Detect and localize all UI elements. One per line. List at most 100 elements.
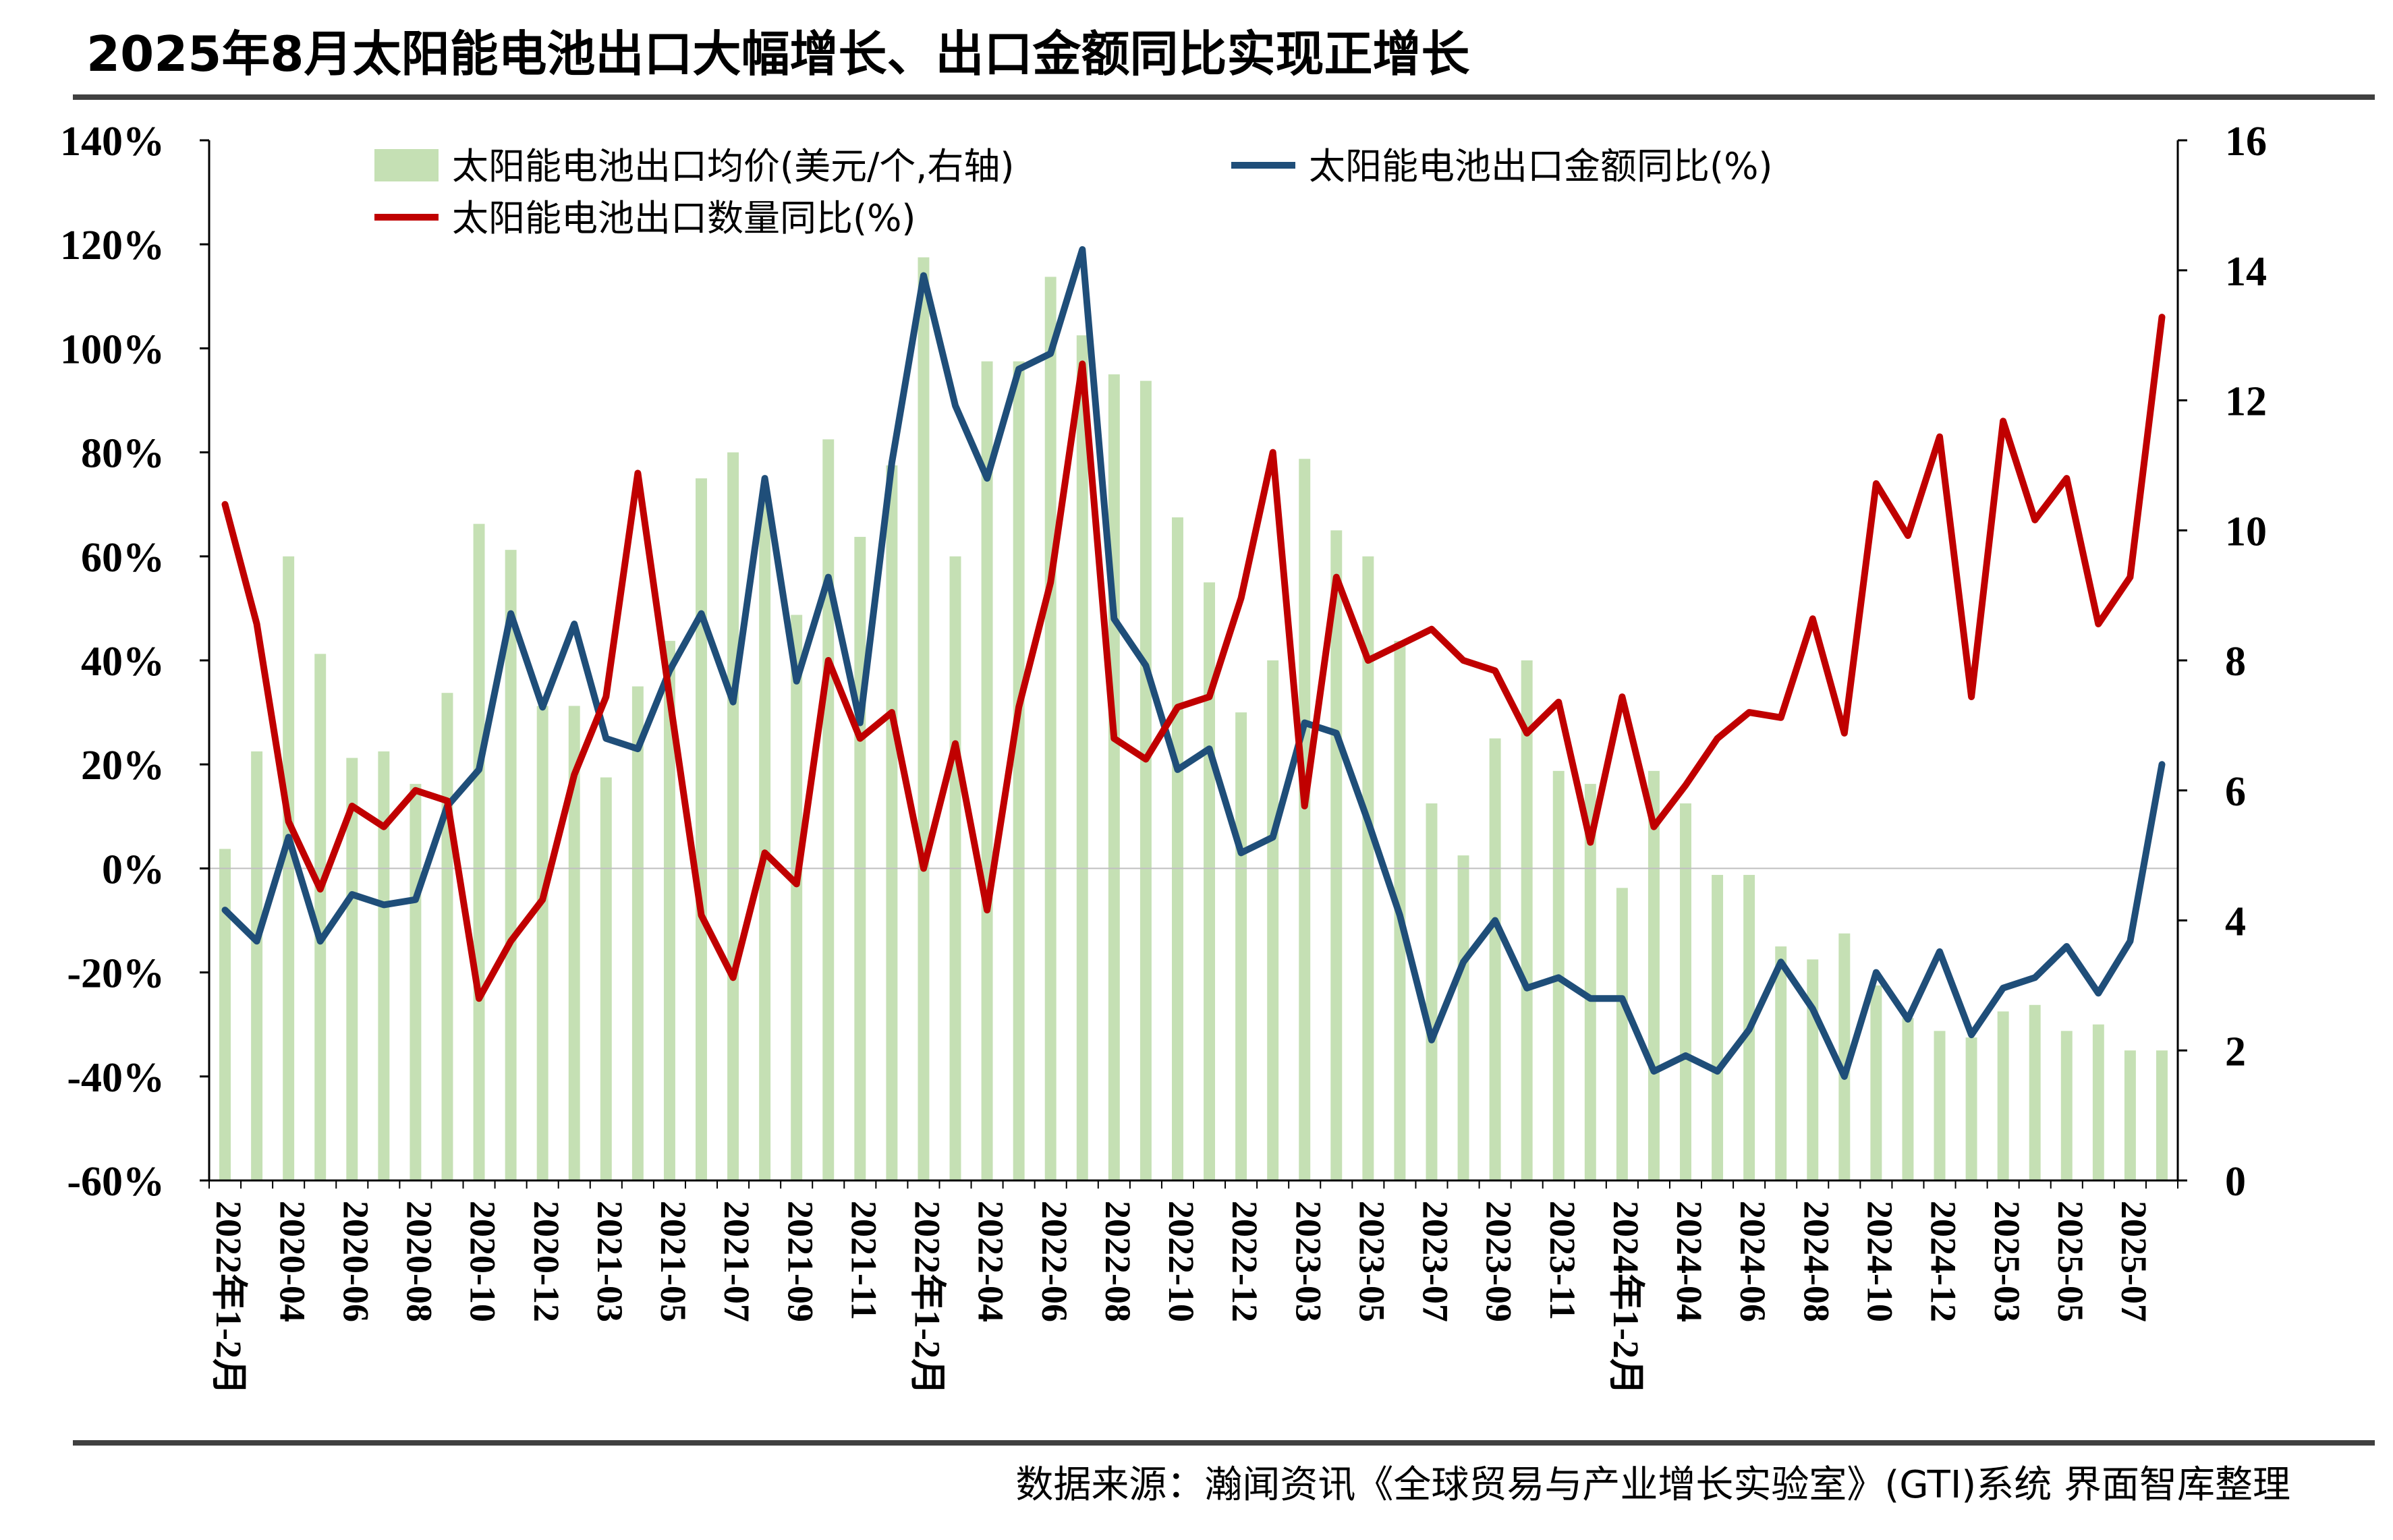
line-series-group (221, 246, 2166, 1080)
left-axis-tick-label: -60% (67, 1159, 165, 1205)
x-axis-tick-label: 2023-05 (1351, 1201, 1392, 1322)
right-axis-tick-label: 2 (2225, 1029, 2246, 1075)
price-bar (1299, 459, 1311, 1180)
price-bar (2060, 1031, 2073, 1180)
x-axis-tick-label: 2022-06 (1034, 1201, 1075, 1322)
x-axis-tick-label: 2024年1-2月 (1606, 1201, 1646, 1395)
price-bar (346, 758, 358, 1180)
x-axis-tick-label: 2020-08 (399, 1201, 440, 1322)
right-axis-tick-label: 0 (2225, 1159, 2246, 1205)
x-axis-tick-label: 2022-10 (1161, 1201, 1202, 1322)
price-bar (1489, 738, 1501, 1180)
left-axis-tick-label: 40% (81, 639, 165, 685)
data-source-note: 数据来源：瀚闻资讯《全球贸易与产业增长实验室》(GTI)系统 界面智库整理 (1015, 1463, 2290, 1507)
price-bar (886, 465, 898, 1180)
price-bar (854, 536, 866, 1180)
price-bar (1235, 712, 1247, 1180)
price-bar (2124, 1050, 2136, 1180)
x-axis-tick-label: 2025-03 (1987, 1201, 2027, 1322)
price-bar (1807, 959, 1819, 1180)
title-rule (73, 94, 2375, 100)
x-axis-tick-label: 2024-12 (1923, 1201, 1964, 1322)
right-axis-tick-label: 4 (2225, 899, 2246, 945)
price-bar (2156, 1050, 2168, 1180)
price-bar (1457, 855, 1469, 1180)
x-axis-tick-label: 2021-03 (590, 1201, 630, 1322)
price-bar (1013, 361, 1025, 1180)
price-bar (1648, 770, 1660, 1180)
price-bar (505, 550, 517, 1180)
price-bar (1870, 985, 1882, 1180)
price-bar (1267, 660, 1279, 1180)
x-axis-tick-label: 2020-12 (526, 1201, 567, 1322)
price-bar (1584, 784, 1596, 1180)
price-bar (791, 615, 803, 1180)
price-bar (1934, 1031, 1946, 1180)
price-bar (473, 523, 485, 1180)
x-axis-tick-label: 2021-09 (780, 1201, 820, 1322)
x-axis-tick-label: 2021-07 (716, 1201, 757, 1322)
legend-amount-label: 太阳能电池出口金额同比(%) (1309, 145, 1772, 188)
x-axis-tick-label: 2022-12 (1224, 1201, 1265, 1322)
x-axis-tick-label: 2023-11 (1542, 1201, 1583, 1320)
price-bar (663, 641, 675, 1180)
price-bar (1521, 660, 1533, 1180)
price-bar (600, 777, 612, 1180)
price-bar (918, 257, 930, 1181)
price-bar (1044, 277, 1057, 1181)
x-axis-tick-label: 2024-04 (1669, 1201, 1710, 1322)
price-bar (759, 498, 771, 1180)
price-bar (1997, 1011, 2009, 1180)
x-axis-tick-label: 2025-05 (2050, 1201, 2091, 1322)
price-bar (1838, 933, 1851, 1180)
price-bar (981, 361, 993, 1180)
quantity-yoy-line (221, 314, 2166, 1002)
price-bar (1108, 374, 1120, 1181)
left-axis-tick-label: 80% (81, 431, 165, 477)
left-axis-tick-label: -40% (67, 1055, 165, 1101)
x-axis-tick-label: 2022-08 (1098, 1201, 1138, 1322)
left-axis-tick-label: 60% (81, 535, 165, 581)
x-axis-tick-label: 2023-09 (1479, 1201, 1519, 1322)
price-bar (1902, 1018, 1914, 1180)
x-axis-tick-label: 2021-11 (843, 1201, 884, 1320)
source-rule (73, 1440, 2375, 1446)
price-bar (2092, 1024, 2104, 1180)
chart-title: 2025年8月太阳能电池出口大幅增长、出口金额同比实现正增长 (86, 26, 1470, 82)
price-bar (568, 706, 580, 1180)
price-bar (727, 452, 739, 1180)
price-bar (1775, 946, 1787, 1180)
price-bar (1426, 803, 1438, 1180)
price-bar (410, 784, 422, 1180)
x-axis-tick-label: 2022-04 (971, 1201, 1011, 1322)
x-axis-tick-label: 2020-04 (272, 1201, 312, 1322)
tick-labels-group: -60% -40% -20% 0% 20% 40% 60% 80% 100% 120% 140% 0 2… (60, 119, 2267, 1395)
price-bar (314, 654, 327, 1180)
left-axis-tick-label: 0% (102, 847, 165, 892)
price-bar (441, 693, 453, 1180)
price-bar (822, 439, 835, 1181)
axes-group (200, 139, 2187, 1189)
right-axis-tick-label: 8 (2225, 639, 2246, 685)
right-axis-tick-label: 16 (2225, 119, 2267, 165)
left-axis-tick-label: 100% (60, 326, 165, 372)
price-bar (1139, 380, 1152, 1180)
price-bar (631, 686, 644, 1180)
price-bar (1330, 530, 1343, 1180)
legend-price-label: 太阳能电池出口均价(美元/个,右轴) (452, 145, 1015, 188)
price-bar (696, 478, 707, 1180)
price-bar (1965, 1037, 1977, 1180)
x-axis-tick-label: 2020-10 (463, 1201, 503, 1322)
price-bar (536, 706, 548, 1180)
legend-quantity-label: 太阳能电池出口数量同比(%) (452, 197, 916, 239)
legend-price-swatch (374, 149, 439, 181)
price-bar (2029, 1004, 2041, 1180)
price-bar (1680, 803, 1691, 1180)
x-axis-tick-label: 2024-06 (1733, 1201, 1773, 1322)
right-axis-tick-label: 12 (2225, 379, 2267, 425)
price-bar (219, 849, 231, 1180)
x-axis-tick-label: 2024-10 (1859, 1201, 1900, 1322)
amount-yoy-line (221, 246, 2166, 1080)
